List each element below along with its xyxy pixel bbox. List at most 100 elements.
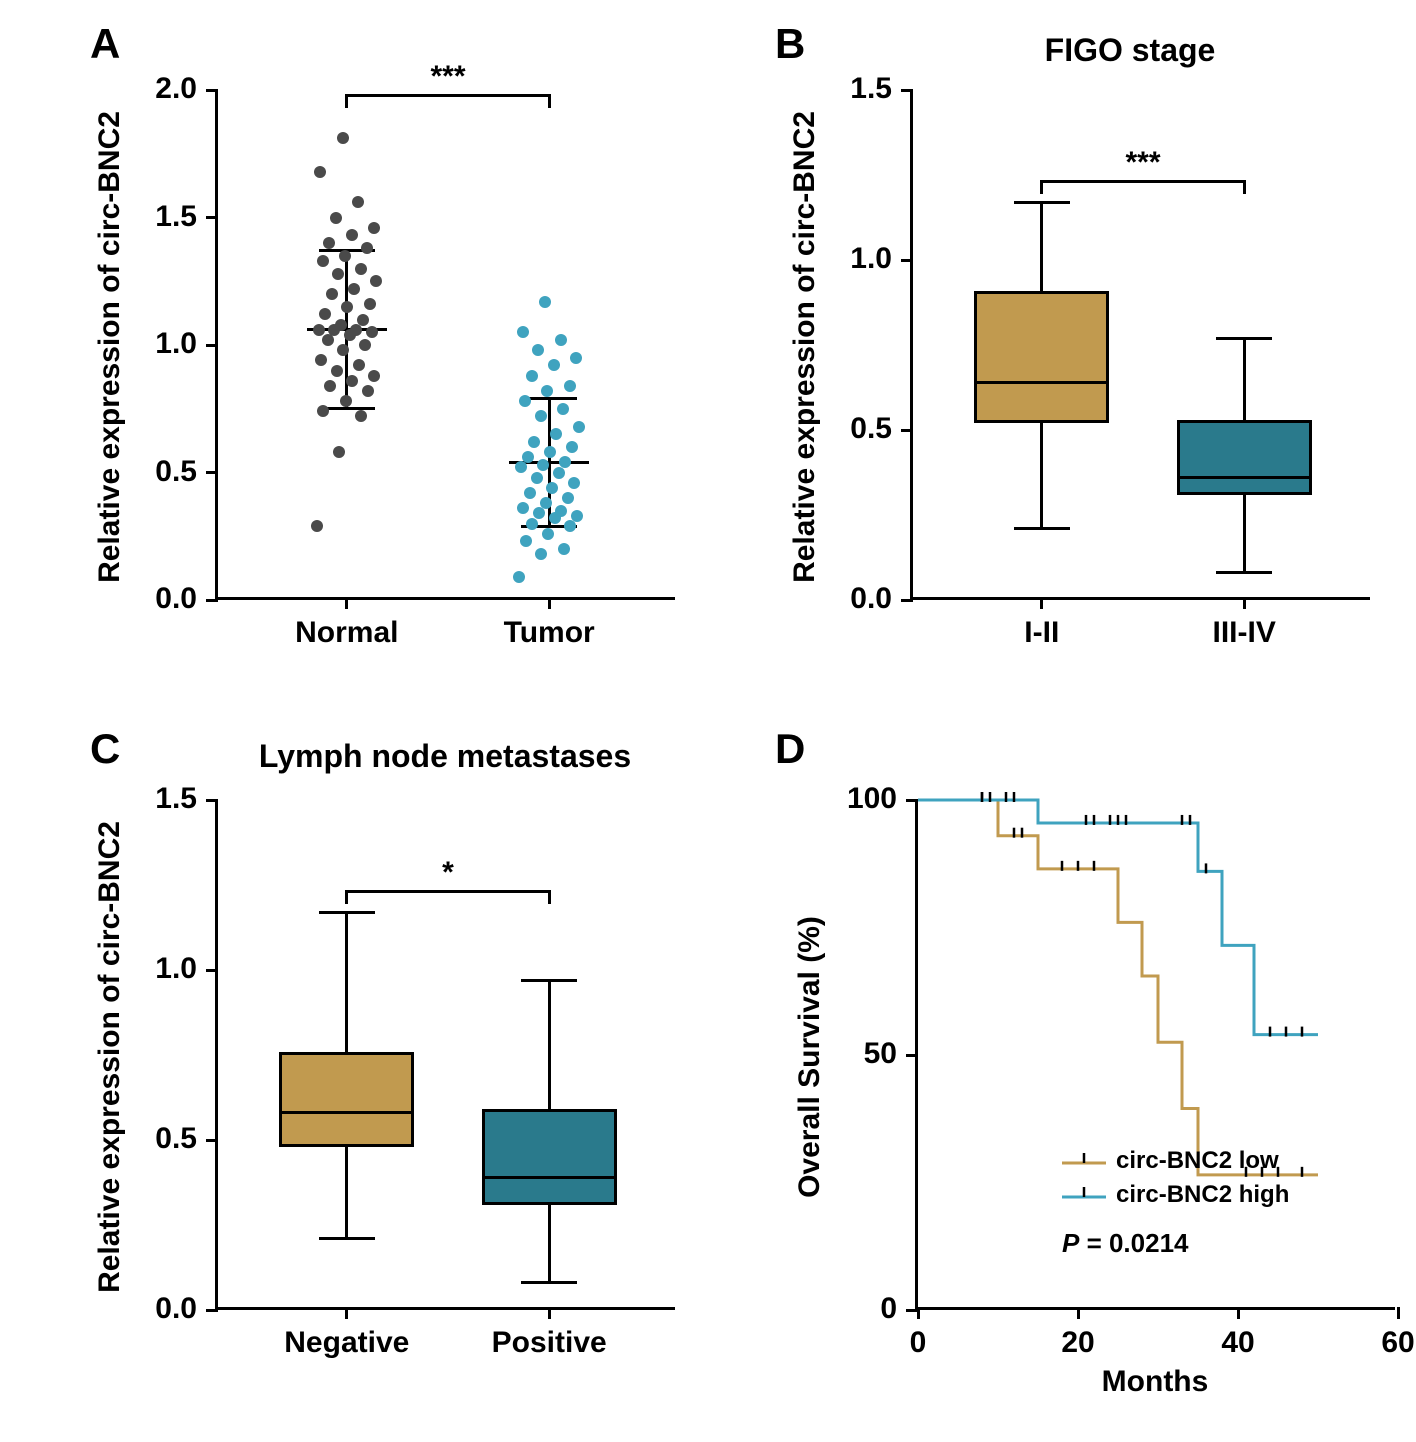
panel-a-xtick: Tumor [479,616,619,650]
panel-a-dot [553,467,565,479]
panel-a-dot [564,520,576,532]
panel-a-dot [557,403,569,415]
panel-a-dot [526,370,538,382]
panel-b-ytick: 0.0 [832,582,892,616]
panel-a-dot [364,298,376,310]
panel-a-dot [571,510,583,522]
panel-b-title: FIGO stage [900,32,1360,69]
panel-a-dot [573,421,585,433]
panel-a-dot [535,410,547,422]
panel-a-dot [368,370,380,382]
panel-a-dot [333,446,345,458]
panel-a-dot [335,319,347,331]
panel-c-ylabel: Relative expression of circ-BNC2 [93,817,127,1297]
panel-a-dot [524,487,536,499]
panel-a-dot [555,505,567,517]
panel-c-ytick: 0.0 [137,1292,197,1326]
panel-b-plot: 0.00.51.01.5I-IIIII-IV*** [910,90,1370,600]
panel-c-ytick: 0.5 [137,1122,197,1156]
panel-a-dot [337,132,349,144]
panel-d-ytick: 50 [827,1037,897,1071]
panel-c-box [482,1109,617,1204]
panel-a-dot [352,196,364,208]
panel-c-sig: * [418,856,478,890]
panel-a-dot [526,518,538,530]
panel-a-sig: *** [418,60,478,94]
panel-b-sig: *** [1113,146,1173,180]
panel-a-dot [562,492,574,504]
panel-d-label: D [775,725,805,773]
panel-a-dot [550,428,562,440]
panel-a-dot [346,375,358,387]
panel-a-dot [531,472,543,484]
panel-d-legend-item: circ-BNC2 low [1062,1147,1279,1175]
panel-a-plot: 0.00.51.01.52.0NormalTumor*** [215,90,675,600]
panel-a-dot [370,275,382,287]
panel-a-dot [362,385,374,397]
panel-a-dot [326,288,338,300]
panel-a-ylabel: Relative expression of circ-BNC2 [93,107,127,587]
panel-a-dot [311,520,323,532]
panel-d-xtick: 60 [1368,1326,1416,1360]
panel-a-dot [532,344,544,356]
panel-a-dot [537,459,549,471]
panel-a-dot [542,528,554,540]
panel-a-dot [355,410,367,422]
panel-b-xtick: III-IV [1164,616,1324,650]
panel-b-ytick: 1.0 [832,242,892,276]
panel-c-label: C [90,725,120,773]
panel-a-dot [517,502,529,514]
panel-a-dot [548,359,560,371]
panel-a-dot [348,283,360,295]
panel-a-ytick: 0.0 [137,582,197,616]
panel-a-dot [317,255,329,267]
panel-c-box [279,1052,414,1147]
panel-d-xtick: 0 [888,1326,948,1360]
panel-a-dot [533,507,545,519]
panel-a-dot [315,354,327,366]
panel-b-box [974,291,1109,424]
panel-b-label: B [775,20,805,68]
panel-a-ytick: 1.5 [137,200,197,234]
panel-a-dot [332,268,344,280]
panel-a-dot [359,339,371,351]
panel-a-dot [559,456,571,468]
panel-c-plot: 0.00.51.01.5NegativePositive* [215,800,675,1310]
panel-a-dot [555,334,567,346]
panel-a-dot [522,451,534,463]
panel-a-dot [519,395,531,407]
panel-d-plot: 0501000204060circ-BNC2 lowcirc-BNC2 high… [915,800,1395,1310]
panel-c-xtick: Positive [469,1326,629,1360]
panel-a-ytick: 0.5 [137,455,197,489]
panel-a-dot [513,571,525,583]
panel-d-ylabel: Overall Survival (%) [793,867,827,1247]
panel-a-label: A [90,20,120,68]
panel-a-dot [366,326,378,338]
panel-d-xtick: 20 [1048,1326,1108,1360]
panel-a-dot [515,461,527,473]
panel-a-dot [517,326,529,338]
panel-a-dot [544,446,556,458]
panel-d-xlabel: Months [915,1365,1395,1399]
panel-a-dot [570,352,582,364]
panel-b-ylabel: Relative expression of circ-BNC2 [788,107,822,587]
panel-c-title: Lymph node metastases [195,738,695,775]
panel-a-dot [535,548,547,560]
panel-a-dot [568,477,580,489]
panel-a-dot [520,535,532,547]
panel-a-xtick: Normal [277,616,417,650]
panel-a-dot [340,395,352,407]
panel-a-dot [313,324,325,336]
panel-a-dot [357,314,369,326]
panel-d-ytick: 100 [827,782,897,816]
panel-a-dot [540,497,552,509]
panel-b-xtick: I-II [962,616,1122,650]
panel-a-dot [368,222,380,234]
figure: A Relative expression of circ-BNC2 0.00.… [20,20,1416,1422]
panel-a-dot [319,308,331,320]
panel-a-dot [330,212,342,224]
panel-d-legend-item: circ-BNC2 high [1062,1181,1289,1209]
panel-c-ytick: 1.0 [137,952,197,986]
panel-a-ytick: 2.0 [137,72,197,106]
panel-a-dot [528,436,540,448]
